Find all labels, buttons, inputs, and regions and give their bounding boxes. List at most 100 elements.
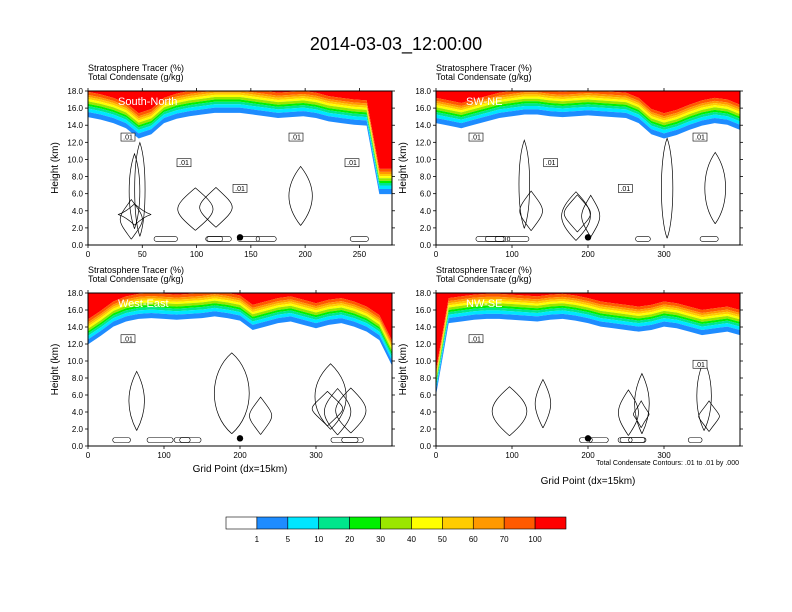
y-tick-label: 4.0 [72,408,84,417]
contour-label-box [543,158,558,168]
plot-frame [87,90,393,246]
x-tick-label: 0 [434,451,439,460]
location-marker [236,234,244,241]
condensate-contour-low [341,437,364,443]
plot-area: .01 .01 .01 .01 [436,91,740,245]
colorbar-label: 100 [528,535,542,544]
x-tick-label: 300 [309,451,323,460]
field-label: Stratosphere Tracer (%) [436,63,532,73]
condensate-contour [518,139,531,229]
plot-area: .01 [88,293,392,446]
y-tick-label: 6.0 [420,190,432,199]
tracer-band-8 [88,294,392,346]
contour-label: Total Condensate (g/kg) [436,72,532,82]
colorbar-swatch [380,516,412,530]
condensate-contour-low [484,236,505,242]
figure-title: 2014-03-03_12:00:00 [310,34,482,55]
x-tick-label: 200 [233,451,247,460]
colorbar: 1 5 10 20 30 40 50 60 70 100 [225,516,567,544]
panel-nw-se: Stratosphere Tracer (%)Total Condensate … [398,265,743,460]
x-tick-label: 300 [657,250,671,259]
colorbar-swatch [349,516,381,530]
condensate-contour-low [146,437,174,443]
panel-title: SW-NE [466,96,502,108]
colorbar-swatch [442,516,474,530]
colorbar-swatch [411,516,443,530]
y-tick-label: 14.0 [415,121,431,130]
condensate-contour-low [687,437,703,443]
contour-label-text: .01 [471,135,481,142]
panel-title: West-East [118,298,169,310]
condensate-contour-low [255,236,277,242]
y-tick-label: 6.0 [72,190,84,199]
x-tick-label: 200 [581,250,595,259]
y-tick-label: 12.0 [67,340,83,349]
x-tick-label: 300 [657,451,671,460]
contour-label-box [176,158,192,168]
xlabel-right: Grid Point (dx=15km) [541,476,636,487]
condensate-contour [117,203,152,226]
tracer-band-9 [88,293,392,344]
x-tick-label: 0 [86,250,91,259]
condensate-contour [335,387,367,434]
y-tick-label: 16.0 [67,306,83,315]
condensate-contour-low [628,437,647,443]
contour-label-box [692,132,708,142]
condensate-contour [698,400,720,432]
y-tick-label: 12.0 [67,138,83,147]
field-label: Stratosphere Tracer (%) [88,265,184,275]
y-axis-label: Height (km) [50,344,61,396]
contour-label-text: .01 [695,135,705,142]
y-tick-label: 2.0 [420,425,432,434]
tracer-band-6 [88,298,392,350]
condensate-contour [581,194,601,238]
condensate-contour-low [349,236,369,242]
y-tick-label: 2.0 [72,425,84,434]
y-tick-label: 14.0 [67,121,83,130]
y-tick-label: 0.0 [72,241,84,250]
x-tick-label: 250 [353,250,367,259]
y-tick-label: 4.0 [72,207,84,216]
xlabel-left: Grid Point (dx=15km) [193,464,288,475]
panel-south-north: Stratosphere Tracer (%)Total Condensate … [50,63,395,259]
y-tick-label: 2.0 [420,224,432,233]
y-tick-label: 16.0 [415,306,431,315]
colorbar-label: 5 [286,535,291,544]
colorbar-label: 30 [376,535,385,544]
colorbar-label: 1 [255,535,260,544]
condensate-contour [199,186,233,228]
condensate-contour [563,194,591,233]
colorbar-label: 60 [469,535,478,544]
contour-label-box [344,158,360,168]
location-marker [584,435,592,442]
colorbar-swatch [256,516,289,530]
y-tick-label: 10.0 [415,357,431,366]
y-tick-label: 18.0 [415,289,431,298]
y-tick-label: 0.0 [420,442,432,451]
x-tick-label: 50 [138,250,147,259]
y-tick-label: 10.0 [67,357,83,366]
condensate-contour [177,187,214,231]
condensate-contour-low [153,236,178,242]
field-label: Stratosphere Tracer (%) [436,265,532,275]
colorbar-swatch [534,516,567,530]
panel-sw-ne: Stratosphere Tracer (%)Total Condensate … [398,63,743,259]
colorbar-swatch [287,516,320,530]
condensate-contour [561,191,591,241]
y-axis-label: Height (km) [398,344,409,396]
contour-label: Total Condensate (g/kg) [436,274,532,284]
condensate-contour-low [112,437,131,443]
y-tick-label: 0.0 [420,241,432,250]
y-tick-label: 14.0 [67,323,83,332]
contour-label-box [120,132,136,142]
tracer-band-10 [88,293,392,341]
condensate-contour [704,151,726,224]
field-label: Stratosphere Tracer (%) [88,63,184,73]
y-tick-label: 12.0 [415,340,431,349]
condensate-contour [249,396,273,435]
tracer-band-1 [88,311,392,366]
y-tick-label: 2.0 [72,224,84,233]
colorbar-swatch [503,516,536,530]
contour-label-box [618,184,633,193]
